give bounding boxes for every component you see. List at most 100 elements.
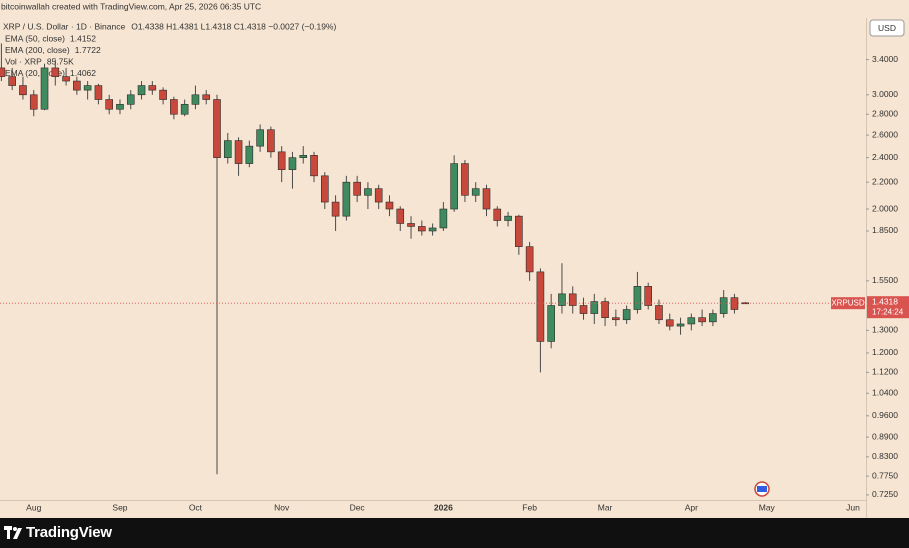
candle-body — [482, 188, 491, 210]
candle-body — [202, 94, 211, 100]
candle-body — [320, 175, 329, 203]
chart-background — [0, 0, 909, 518]
candle-body — [0, 67, 6, 77]
y-tick-label: 2.2000 — [872, 176, 898, 186]
candle-body — [83, 85, 92, 91]
y-tick-label: 3.0000 — [872, 89, 898, 99]
credit: bitcoinwallah created with TradingView.c… — [1, 1, 261, 11]
indicator-name: Vol · XRP — [5, 56, 42, 66]
candle-body — [396, 208, 405, 224]
y-tick-label: 0.7750 — [872, 470, 898, 480]
candle-body — [19, 85, 27, 96]
y-tick-label: 3.4000 — [872, 54, 898, 64]
candle-body — [418, 226, 426, 232]
symbol: XRP / U.S. Dollar · 1D · Binance — [3, 21, 125, 31]
candle-body — [51, 67, 60, 77]
candle-body — [622, 309, 631, 321]
chart: bitcoinwallah created with TradingView.c… — [0, 0, 909, 518]
x-tick-label: May — [759, 502, 776, 512]
candle-body — [461, 163, 469, 196]
indicator-value: 1.7722 — [75, 45, 101, 55]
candle-body — [439, 208, 448, 229]
y-tick-label: 2.6000 — [872, 129, 898, 139]
y-tick-label: 0.9600 — [872, 410, 898, 420]
candle-body — [709, 313, 717, 323]
y-tick-label: 2.4000 — [872, 152, 898, 162]
indicator-value: 1.4062 — [70, 68, 96, 78]
x-tick-label: Oct — [189, 502, 203, 512]
candle-body — [633, 286, 642, 310]
candle-body — [116, 104, 124, 110]
candle-body — [385, 201, 394, 210]
x-tick-label: Jun — [846, 502, 860, 512]
candle-body — [515, 215, 523, 247]
indicator-name: EMA (20, close) — [5, 68, 65, 78]
candle-body — [428, 227, 437, 232]
candle-body — [698, 317, 706, 323]
candle-body — [191, 94, 200, 105]
candle-body — [547, 305, 555, 342]
y-tick-label: 0.8900 — [872, 431, 898, 441]
countdown: 17:24:24 — [872, 307, 904, 316]
brand: TradingView — [26, 524, 112, 541]
x-tick-label: Nov — [274, 502, 290, 512]
candle-body — [568, 293, 577, 306]
candle-body — [105, 99, 113, 110]
candle-body — [730, 297, 739, 310]
x-tick-label: Apr — [685, 502, 698, 512]
y-tick-label: 1.3000 — [872, 325, 898, 335]
ohlc: O1.4338 H1.4381 L1.4318 C1.4318 −0.0027 … — [131, 21, 336, 31]
y-tick-label: 0.8300 — [872, 451, 898, 461]
y-tick-label: 1.5500 — [872, 275, 898, 285]
indicator-name: EMA (200, close) — [5, 45, 70, 55]
x-tick-label: 2026 — [434, 502, 453, 512]
x-tick-label: Aug — [26, 502, 41, 512]
indicator-name: EMA (50, close) — [5, 33, 65, 43]
currency[interactable]: USD — [878, 23, 896, 33]
symbol-label-box — [831, 297, 865, 310]
brand-logo — [4, 526, 22, 539]
y-tick-label: 1.8500 — [872, 225, 898, 235]
candle-body — [29, 94, 38, 110]
candle-body — [558, 293, 566, 306]
candle-body — [267, 129, 275, 153]
candle-body — [245, 145, 254, 164]
candle-body — [644, 286, 653, 306]
x-tick-label: Sep — [112, 502, 127, 512]
brand-bar: TradingView — [0, 518, 909, 548]
candle-body — [40, 67, 49, 110]
candle-body — [612, 317, 620, 321]
indicator-value: 1.4152 — [70, 33, 96, 43]
candle-body — [8, 76, 16, 86]
candle-body — [493, 208, 502, 221]
currency-box[interactable] — [869, 19, 905, 37]
candle-body — [353, 181, 361, 196]
y-tick-label: 1.1200 — [872, 367, 898, 377]
candle-body — [94, 85, 103, 100]
candle-body — [62, 76, 70, 82]
y-tick-label: 2.0000 — [872, 203, 898, 213]
event-flag — [757, 486, 767, 492]
candle-body — [525, 246, 534, 273]
candle-body — [676, 323, 685, 327]
candle-body — [148, 85, 157, 91]
candle-body — [310, 155, 318, 177]
price-label: 1.4318 — [872, 296, 898, 306]
candle-body — [374, 188, 383, 203]
y-tick-label: 2.8000 — [872, 108, 898, 118]
candle-body — [665, 319, 674, 327]
candle-body — [536, 271, 545, 342]
candle-body — [450, 163, 458, 210]
candle-body — [579, 305, 588, 314]
candle-body — [126, 94, 135, 105]
symbol-label: XRPUSD — [831, 298, 865, 307]
candle-body — [288, 157, 297, 170]
y-tick-label: 1.2000 — [872, 347, 898, 357]
candle-body — [213, 99, 221, 158]
candle-body — [170, 99, 178, 115]
y-tick-label: 0.7250 — [872, 489, 898, 499]
candle-body — [234, 140, 243, 164]
candle-body — [277, 151, 286, 170]
x-tick-label: Feb — [522, 502, 537, 512]
